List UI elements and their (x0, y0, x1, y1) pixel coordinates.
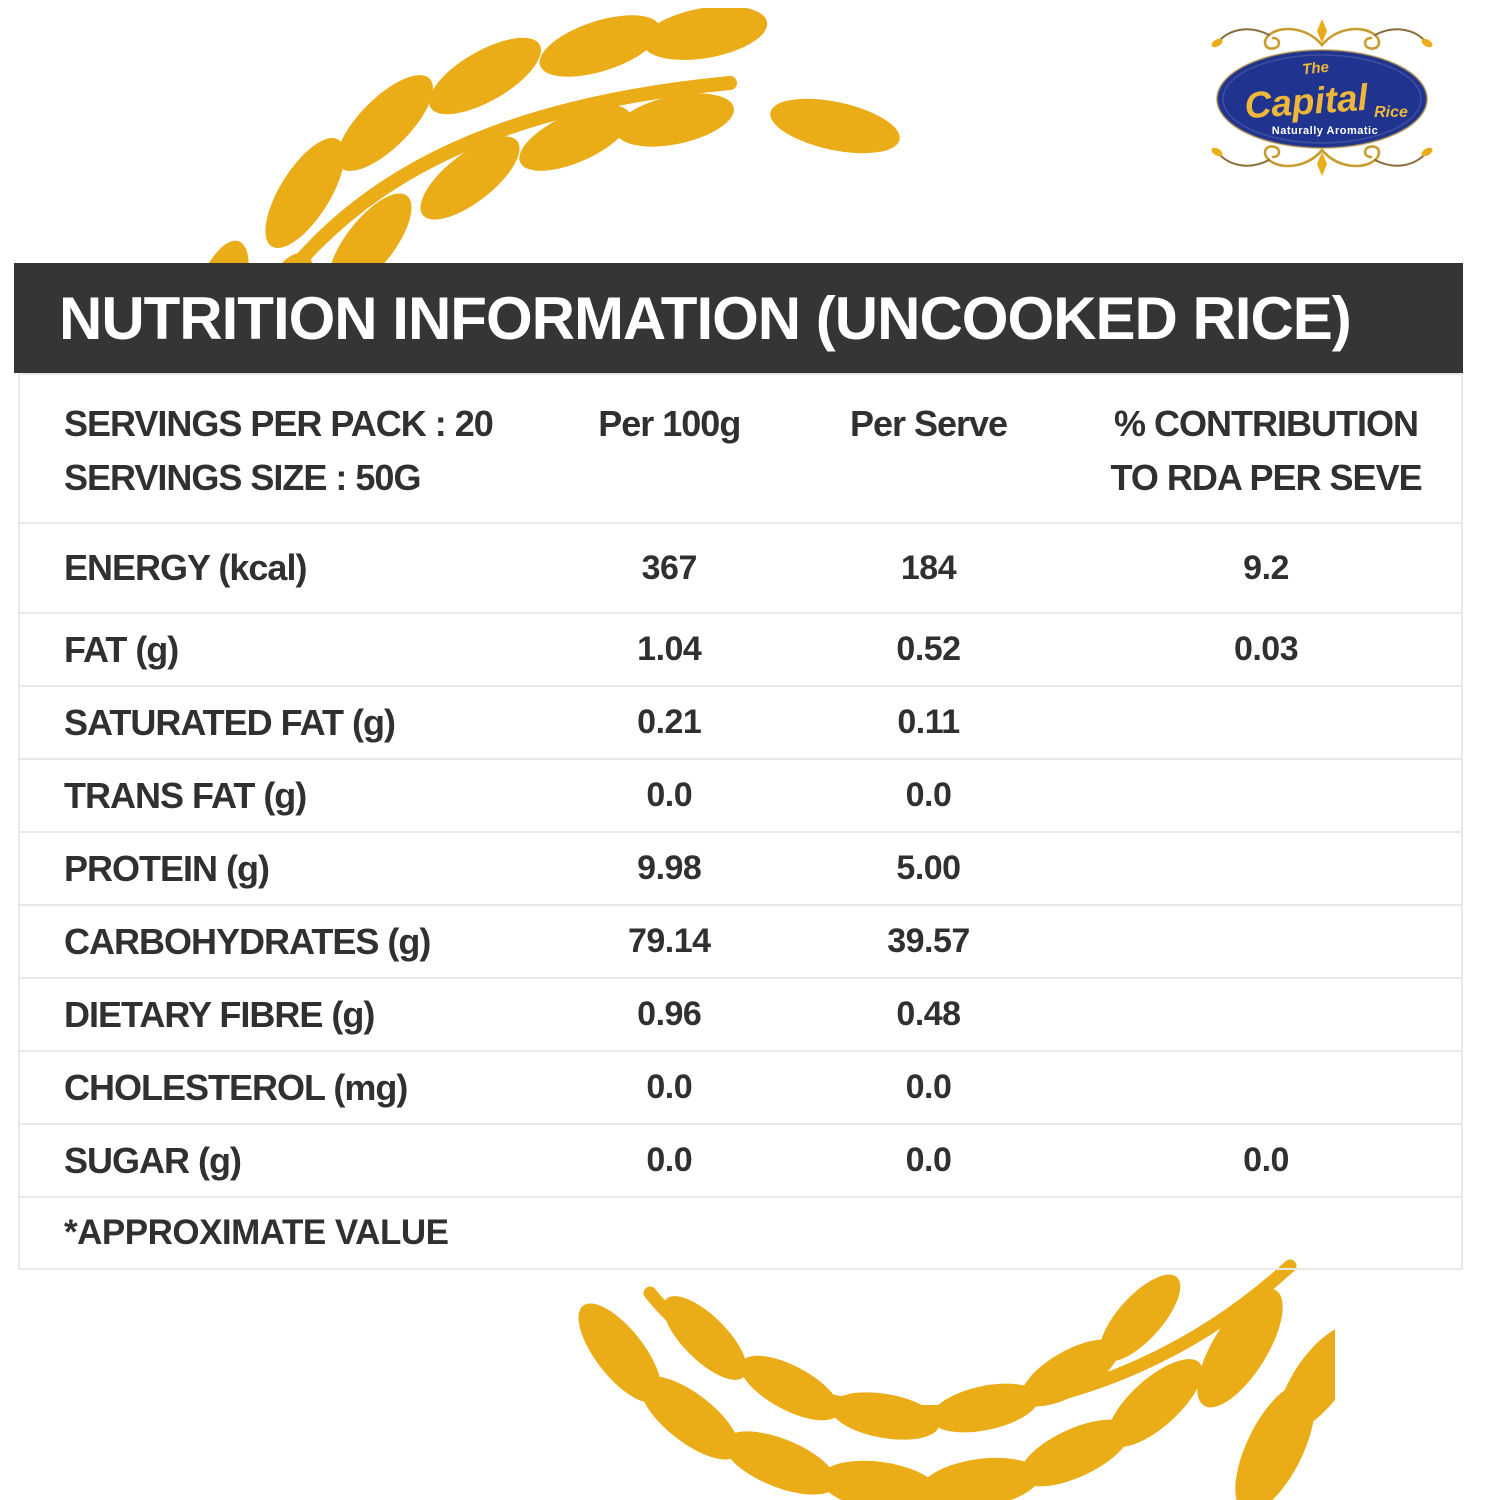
nutrient-label: SATURATED FAT (g) (64, 701, 396, 743)
value-rda-contribution: 9.2 (1243, 548, 1289, 587)
nutrient-row: DIETARY FIBRE (g) 0.96 0.48 (20, 979, 1461, 1052)
value-per-serve: 0.52 (896, 630, 961, 668)
nutrient-label: ENERGY (kcal) (64, 547, 307, 588)
nutrient-row: CARBOHYDRATES (g) 79.14 39.57 (20, 906, 1461, 979)
nutrient-row: FAT (g) 1.04 0.52 0.03 (20, 614, 1461, 687)
nutrient-label: SUGAR (g) (64, 1139, 242, 1181)
nutrient-label: TRANS FAT (g) (64, 774, 307, 816)
value-per-100g: 0.0 (646, 1068, 693, 1106)
footnote-row: *APPROXIMATE VALUE (20, 1198, 1461, 1270)
nutrient-label: PROTEIN (g) (64, 847, 270, 889)
value-per-100g: 79.14 (627, 922, 711, 960)
nutrition-table: SERVINGS PER PACK : 20 SERVINGS SIZE : 5… (18, 373, 1463, 1270)
column-header-per-serve: Per Serve (849, 403, 1008, 444)
nutrient-row: PROTEIN (g) 9.98 5.00 (20, 833, 1461, 906)
nutrient-label: CHOLESTEROL (mg) (64, 1066, 408, 1108)
rda-header-line1: % CONTRIBUTION (1114, 403, 1419, 444)
value-per-serve: 5.00 (896, 849, 961, 887)
nutrient-label: CARBOHYDRATES (g) (64, 920, 431, 962)
nutrient-label: FAT (g) (64, 628, 179, 670)
nutrient-label: DIETARY FIBRE (g) (64, 993, 375, 1035)
servings-info: SERVINGS PER PACK : 20 SERVINGS SIZE : 5… (20, 397, 553, 505)
nutrient-row: TRANS FAT (g) 0.0 0.0 (20, 760, 1461, 833)
nutrient-row: CHOLESTEROL (mg) 0.0 0.0 (20, 1052, 1461, 1125)
title-bar: NUTRITION INFORMATION (UNCOOKED RICE) (14, 263, 1463, 373)
value-per-serve: 0.0 (905, 1068, 952, 1106)
logo-oval (1216, 49, 1428, 149)
column-header-rda: % CONTRIBUTION TO RDA PER SEVE (1071, 397, 1461, 505)
servings-size: SERVINGS SIZE : 50G (64, 457, 421, 498)
brand-logo: The Capital Rice Naturally Aromatic (1211, 19, 1433, 176)
rda-header-line2: TO RDA PER SEVE (1110, 457, 1423, 498)
logo-ornament-bottom (1211, 145, 1433, 176)
value-per-100g: 9.98 (637, 849, 702, 887)
value-per-100g: 367 (641, 548, 698, 587)
value-per-serve: 0.0 (905, 776, 952, 814)
column-header-per-100g: Per 100g (598, 403, 741, 444)
footnote: *APPROXIMATE VALUE (64, 1213, 449, 1252)
logo-ornament-top (1211, 19, 1433, 50)
logo-tagline: Naturally Aromatic (1272, 125, 1378, 137)
value-per-serve: 184 (900, 548, 957, 587)
nutrient-row: ENERGY (kcal) 367 184 9.2 (20, 524, 1461, 614)
value-per-serve: 39.57 (887, 922, 970, 960)
servings-per-pack: SERVINGS PER PACK : 20 (64, 403, 494, 444)
value-per-100g: 0.0 (646, 776, 693, 814)
value-per-serve: 0.11 (897, 703, 960, 741)
logo-text-the: The (1301, 59, 1329, 79)
table-body: ENERGY (kcal) 367 184 9.2 FAT (g) 1.04 0… (20, 524, 1461, 1198)
value-per-100g: 0.96 (637, 995, 702, 1033)
value-per-serve: 0.0 (905, 1141, 952, 1179)
logo-text-rice: Rice (1374, 104, 1408, 121)
value-rda-contribution: 0.0 (1243, 1141, 1289, 1179)
logo-text-capital: Capital (1243, 77, 1370, 127)
nutrient-row: SUGAR (g) 0.0 0.0 0.0 (20, 1125, 1461, 1198)
table-header-row: SERVINGS PER PACK : 20 SERVINGS SIZE : 5… (20, 375, 1461, 524)
value-per-100g: 1.04 (637, 630, 702, 668)
value-per-100g: 0.21 (637, 703, 702, 741)
nutrient-row: SATURATED FAT (g) 0.21 0.11 (20, 687, 1461, 760)
value-per-100g: 0.0 (646, 1141, 693, 1179)
value-rda-contribution: 0.03 (1233, 630, 1299, 668)
page-title: NUTRITION INFORMATION (UNCOOKED RICE) (59, 284, 1352, 352)
wheat-wreath-bottom-decoration (578, 1259, 1335, 1500)
wheat-branch-top-decoration (191, 8, 900, 320)
value-per-serve: 0.48 (896, 995, 961, 1033)
